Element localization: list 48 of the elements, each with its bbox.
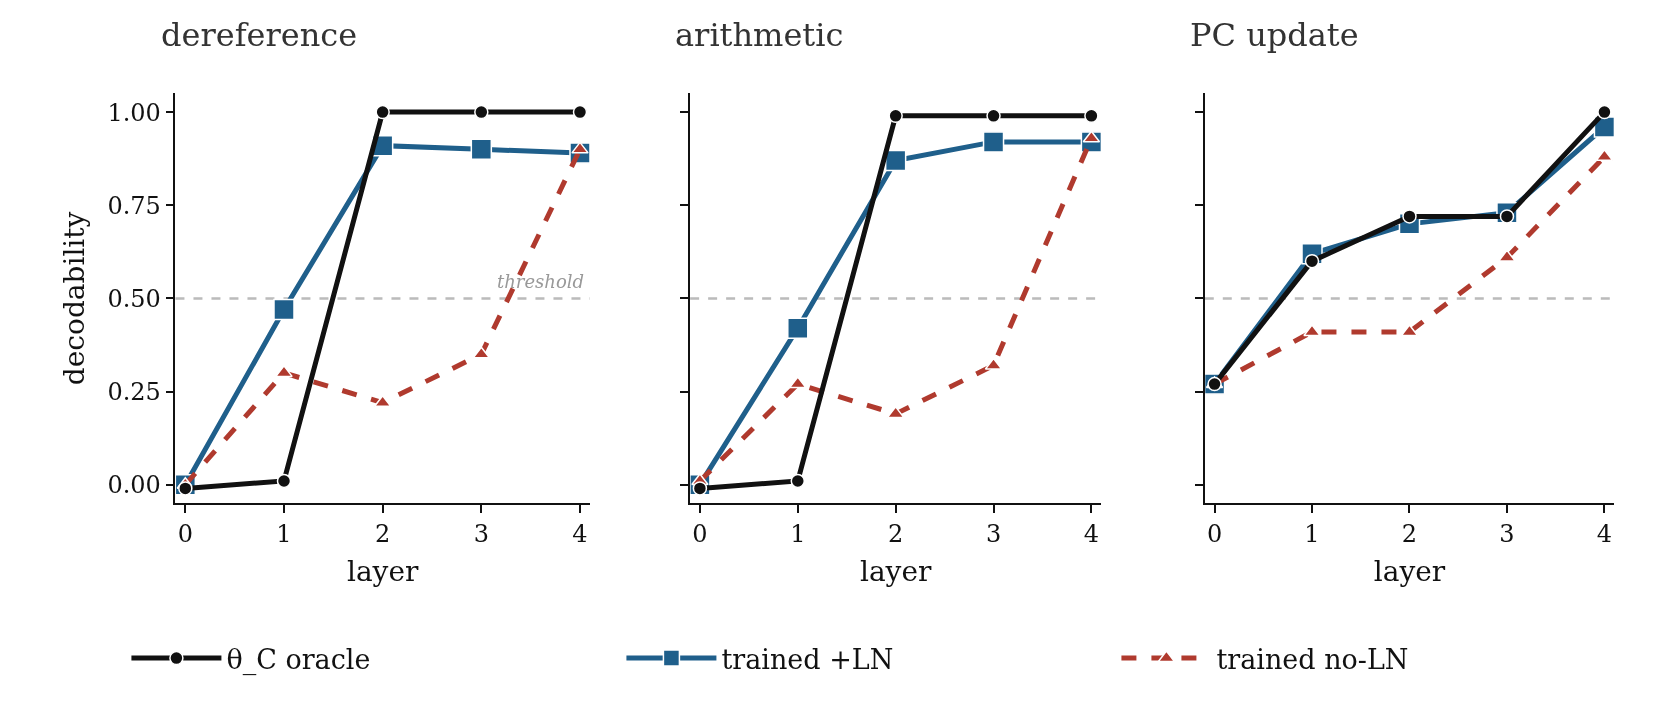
x-tick-label: 3	[473, 519, 489, 548]
chart-title: arithmetic	[675, 16, 844, 54]
point	[888, 108, 903, 124]
x-tick-label: 1	[276, 519, 292, 548]
point	[787, 317, 809, 339]
point	[470, 138, 493, 161]
y-tick-label: 0.00	[107, 471, 161, 500]
y-tick-label: 1.00	[107, 98, 161, 127]
x-axis-title: layer	[859, 555, 932, 589]
x-axis-title: layer	[346, 555, 419, 589]
point	[474, 104, 489, 120]
x-tick-label: 0	[1206, 519, 1223, 548]
point	[276, 473, 292, 489]
point	[982, 131, 1005, 153]
legend-label: trained no-LN	[1216, 643, 1409, 675]
point	[986, 108, 1001, 124]
point	[1597, 104, 1612, 120]
x-tick-label: 2	[1401, 519, 1418, 548]
x-tick-label: 1	[1304, 519, 1320, 548]
point	[572, 104, 588, 120]
y-tick-label: 0.50	[107, 284, 161, 313]
point	[375, 104, 390, 120]
point	[273, 298, 295, 321]
ref-line-label: threshold	[497, 271, 585, 292]
point	[571, 141, 589, 154]
y-axis-title: decodability	[57, 211, 91, 386]
legend-label: trained +LN	[721, 643, 894, 675]
point	[275, 365, 293, 378]
x-tick-label: 2	[888, 519, 904, 548]
x-tick-label: 4	[572, 519, 588, 548]
x-axis-title: layer	[1373, 555, 1446, 589]
x-tick-label: 0	[177, 519, 193, 548]
x-tick-label: 2	[375, 519, 391, 548]
point	[1303, 324, 1321, 337]
chart-title: dereference	[161, 16, 358, 54]
x-tick-label: 4	[1083, 519, 1100, 548]
x-tick-label: 3	[1499, 519, 1515, 548]
x-tick-label: 3	[985, 519, 1002, 548]
y-tick-label: 0.75	[107, 191, 161, 220]
x-tick-label: 0	[692, 519, 708, 548]
legend-label: θ_C oracle	[226, 643, 371, 676]
point	[692, 481, 708, 496]
point	[790, 473, 806, 489]
chart-title: PC update	[1190, 16, 1359, 54]
x-tick-label: 1	[790, 519, 806, 548]
point	[1084, 108, 1099, 124]
y-tick-label: 0.25	[107, 377, 161, 406]
x-tick-label: 4	[1596, 519, 1613, 548]
